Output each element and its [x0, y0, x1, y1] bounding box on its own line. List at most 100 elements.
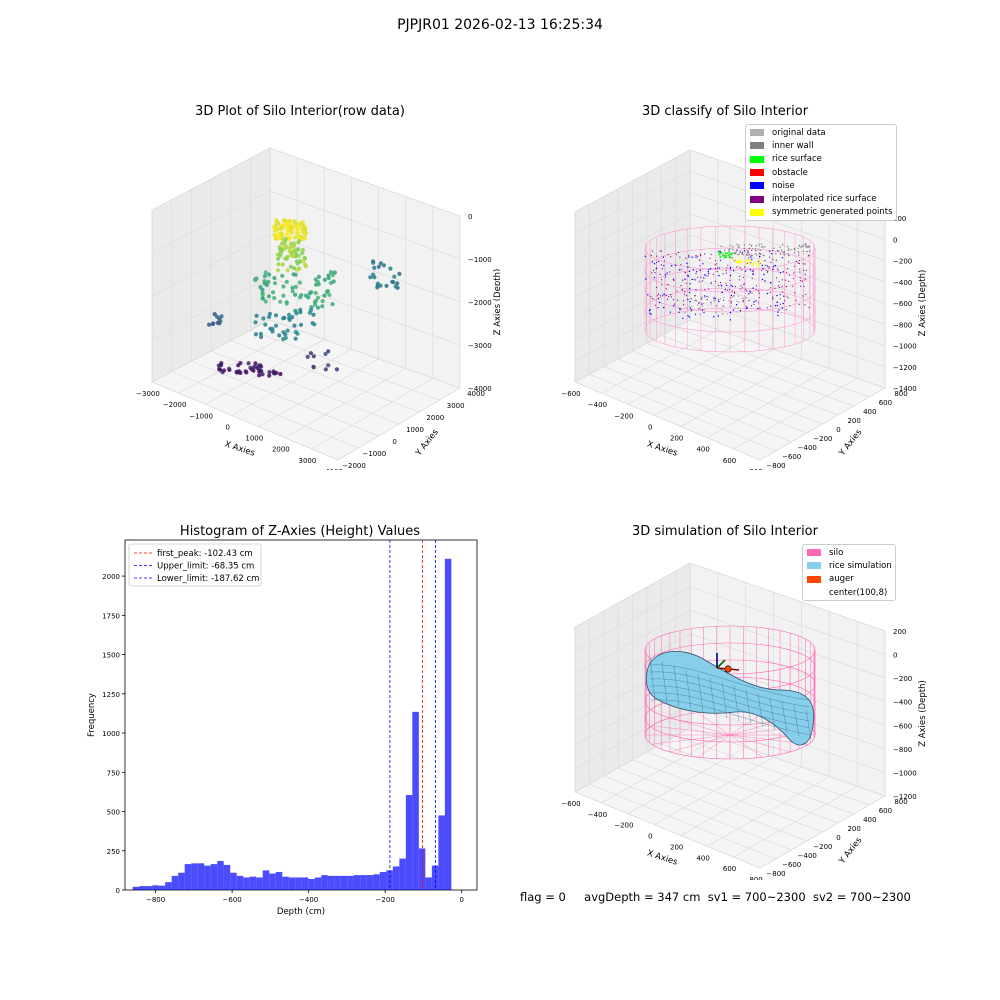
classify-point — [739, 310, 742, 312]
classify-gridline — [689, 298, 886, 368]
raw-point — [283, 335, 288, 341]
classify-point — [770, 305, 772, 307]
classify-y-tick: −600 — [782, 453, 801, 461]
raw-point — [314, 298, 319, 303]
classify-point — [712, 273, 714, 275]
histogram-bar — [275, 871, 283, 890]
classify-point — [777, 311, 779, 313]
histogram-bar — [288, 877, 296, 890]
classify-point — [710, 268, 712, 270]
classify-point — [748, 253, 750, 256]
classify-point — [737, 264, 740, 267]
classify-point — [732, 248, 734, 251]
classify-point — [779, 294, 781, 296]
classify-point — [803, 269, 805, 272]
classify-point — [748, 293, 750, 295]
classify-point — [731, 252, 733, 255]
classify-point — [755, 250, 757, 252]
classify-point — [771, 253, 773, 255]
raw-point — [285, 328, 290, 333]
classify-point — [680, 308, 682, 311]
classify-point — [766, 307, 769, 309]
classify-point — [800, 246, 802, 248]
classify-point — [699, 269, 701, 271]
silo-floor-spoke — [651, 734, 731, 745]
raw-point — [278, 253, 283, 258]
raw-point — [392, 274, 397, 279]
classify-point — [781, 250, 783, 252]
raw-point — [320, 299, 325, 304]
raw-point — [295, 233, 301, 238]
classify-point — [757, 307, 759, 310]
classify-point — [678, 308, 681, 310]
classify-point — [729, 279, 731, 281]
classify-z-tick: −400 — [893, 279, 912, 287]
classify-point — [747, 252, 750, 254]
raw-point — [293, 336, 298, 341]
raw-point — [284, 279, 289, 284]
raw-point — [287, 249, 292, 254]
histogram-bar — [321, 875, 328, 890]
raw-point — [276, 262, 281, 267]
histogram-chart[interactable]: 0 250 500 750 1000 1250 1500 1750 2000 −800 −600 −4… — [80, 535, 490, 920]
classify-point — [728, 252, 731, 254]
classify-point — [748, 247, 751, 250]
classify-point — [690, 310, 693, 312]
classify-point — [751, 292, 753, 294]
classify-point — [677, 251, 679, 254]
classify-point — [728, 250, 730, 252]
classify-point — [659, 301, 661, 304]
raw-point — [372, 265, 377, 270]
classify-point — [793, 272, 795, 274]
sim-y-tick: −800 — [766, 870, 785, 878]
histogram-y-tick: 2000 — [102, 573, 120, 581]
histogram-bar — [236, 875, 244, 890]
histogram-bar — [262, 870, 270, 890]
classify-point — [783, 253, 785, 255]
histogram-bar — [184, 864, 192, 890]
classify-point — [752, 248, 754, 250]
flag-text: flag = 0 — [520, 890, 566, 904]
classify-point — [774, 264, 776, 267]
raw-x-tick: −3000 — [136, 390, 160, 398]
histogram-bar — [340, 875, 348, 890]
sim-gridline — [689, 562, 886, 632]
classify-point — [723, 305, 725, 307]
classify-point — [730, 294, 733, 297]
raw-gridline — [269, 319, 461, 389]
legend-swatch — [750, 129, 764, 137]
simulation-3d-axes[interactable]: −600−400−2000200400600800−800−600−400−20… — [555, 550, 945, 880]
raw-y-tick: −2000 — [342, 462, 366, 470]
classify-point — [740, 285, 742, 287]
classify-point — [663, 260, 665, 262]
classify-point — [670, 296, 672, 298]
classify-point — [714, 264, 716, 266]
classify-point — [794, 265, 796, 267]
histogram-y-tick: 500 — [107, 809, 120, 817]
sim-y-tick: −600 — [782, 861, 801, 869]
rice-mesh-line — [781, 701, 788, 734]
raw-3d-axes[interactable]: −3000−2000−100001000200030004000−2000−10… — [120, 130, 500, 470]
classify-point — [801, 245, 804, 248]
classify-point — [690, 306, 693, 308]
legend-item-original-data: original data — [746, 126, 896, 139]
classify-point — [768, 250, 770, 252]
classify-point — [731, 285, 734, 288]
classify-point — [749, 291, 751, 293]
classify-point — [699, 253, 701, 255]
raw-point — [272, 281, 278, 286]
classify-point — [730, 300, 732, 303]
classify-point — [689, 301, 691, 303]
classify-point — [737, 307, 739, 309]
classify-point — [801, 280, 803, 282]
raw-gridline — [250, 330, 440, 401]
classify-point — [770, 287, 772, 289]
classify-point — [748, 300, 750, 302]
classify-point — [778, 250, 780, 252]
classify-point — [787, 249, 789, 252]
classify-point — [784, 300, 786, 302]
classify-point — [799, 271, 801, 273]
classify-point — [652, 298, 654, 300]
classify-point — [787, 245, 789, 248]
classify-gridline — [574, 192, 691, 255]
